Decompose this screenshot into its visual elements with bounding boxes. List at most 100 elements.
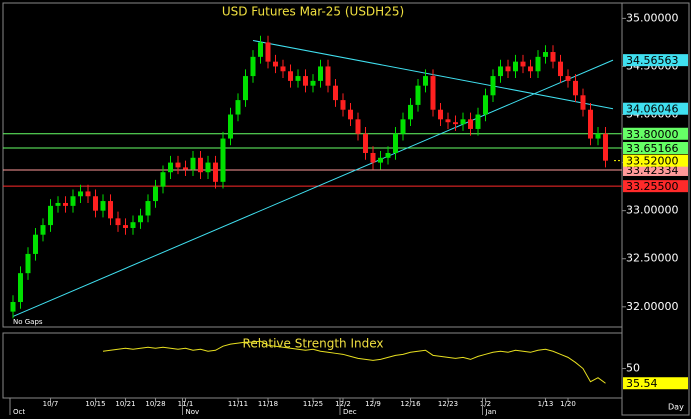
candle-body — [235, 100, 241, 115]
y-tick-label: 32.50000 — [626, 252, 679, 265]
level-label-box — [623, 163, 688, 176]
candle-body — [528, 66, 533, 72]
level-label-box — [623, 180, 688, 193]
rsi-line — [102, 340, 606, 384]
candle-body — [483, 95, 488, 115]
x-tick-label: 1/20 — [560, 400, 576, 408]
x-tick-label: 11/25 — [303, 400, 323, 408]
candle-body — [535, 56, 541, 72]
candle-body — [595, 133, 601, 139]
candle-body — [438, 109, 443, 120]
candle-body — [400, 119, 406, 134]
candle-body — [115, 218, 121, 226]
month-label: Oct — [13, 408, 25, 416]
candle-body — [378, 157, 383, 163]
trend-line — [12, 59, 614, 317]
axis-panel — [621, 2, 690, 416]
candle-body — [48, 205, 53, 226]
candle-body — [40, 225, 46, 235]
candle-body — [183, 167, 188, 170]
period-label: Day — [668, 403, 684, 412]
candle-body — [70, 196, 76, 206]
candle-body — [85, 191, 91, 197]
candle-body — [18, 273, 23, 303]
candle-body — [498, 66, 503, 77]
candle-body — [370, 152, 376, 163]
candle-body — [213, 162, 218, 182]
candle-body — [160, 172, 166, 187]
candle-body — [558, 61, 563, 77]
candle-body — [505, 66, 511, 72]
candle-body — [228, 114, 233, 139]
candle-body — [543, 52, 548, 57]
candle-body — [295, 76, 301, 81]
y-tick-label: 35.00000 — [626, 11, 679, 24]
candle-body — [250, 56, 256, 77]
candle-body — [363, 133, 368, 153]
level-label: 33.25500 — [626, 180, 679, 193]
candle-body — [520, 61, 526, 67]
candle-body — [123, 225, 128, 228]
candle-body — [333, 85, 338, 101]
level-label-box — [623, 142, 688, 155]
candle-body — [10, 302, 16, 312]
candle-body — [513, 61, 518, 72]
candle-body — [355, 119, 361, 134]
month-label: Dec — [343, 408, 357, 416]
candle-body — [138, 215, 143, 223]
candle-body — [573, 80, 578, 96]
x-tick-label: 11/18 — [258, 400, 278, 408]
rsi-title: Relative Strength Index — [243, 337, 384, 351]
x-tick-label: 1/2 — [480, 400, 491, 408]
candle-body — [205, 162, 211, 173]
x-tick-label: 12/23 — [438, 400, 458, 408]
x-tick-label: 12/9 — [365, 400, 381, 408]
month-label: Jan — [485, 408, 497, 416]
candle-body — [175, 162, 181, 168]
chart-title: USD Futures Mar-25 (USDH25) — [222, 5, 404, 19]
candle-body — [453, 122, 458, 125]
x-tick-label: 12/2 — [335, 400, 351, 408]
candle-body — [168, 162, 173, 173]
candle-body — [220, 138, 226, 182]
candle-body — [145, 201, 151, 216]
candle-body — [25, 253, 31, 274]
candle-body — [273, 61, 278, 67]
candle-body — [490, 76, 496, 96]
x-tick-label: 12/16 — [400, 400, 421, 408]
candle-body — [460, 119, 466, 125]
candle-body — [340, 100, 346, 110]
y-tick-label: 50 — [626, 362, 640, 375]
candle-body — [580, 95, 586, 110]
candle-body — [33, 234, 38, 254]
x-tick-label: 1/13 — [538, 400, 554, 408]
y-tick-label: 33.00000 — [626, 204, 679, 217]
level-label: 33.42334 — [626, 164, 679, 177]
candle-body — [258, 42, 263, 57]
candle-body — [348, 109, 353, 120]
trend-label-box — [623, 102, 688, 115]
candle-body — [430, 76, 436, 110]
trend-label: 34.06046 — [626, 103, 679, 116]
candle-body — [603, 133, 608, 161]
candle-body — [130, 222, 136, 228]
candle-body — [303, 76, 308, 86]
candle-body — [153, 186, 158, 202]
last-close-label: 33.52000 — [626, 155, 679, 168]
trend-label: 34.56563 — [626, 54, 679, 67]
rsi-last-label: 35.54 — [626, 377, 658, 390]
candle-body — [550, 52, 556, 62]
candle-body — [78, 191, 83, 197]
candle-body — [288, 71, 293, 81]
gap-note: No Gaps — [13, 318, 43, 326]
trend-label-box — [623, 54, 688, 67]
y-tick-label: 32.00000 — [626, 300, 679, 313]
candle-body — [100, 201, 106, 211]
x-tick-label: 10/21 — [115, 400, 135, 408]
candle-body — [393, 133, 398, 153]
level-label-box — [623, 127, 688, 140]
level-label: 33.80000 — [626, 128, 679, 141]
candle-body — [423, 76, 428, 86]
candle-body — [108, 201, 113, 219]
